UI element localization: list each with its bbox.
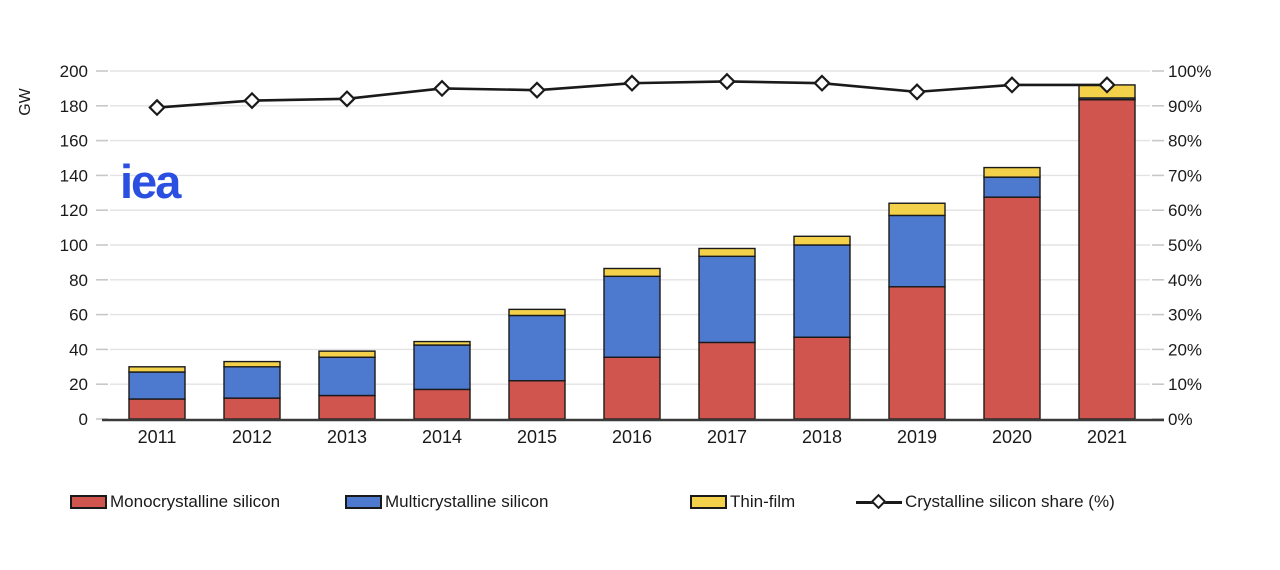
bar-segment — [318, 394, 376, 420]
bar-segment — [793, 336, 851, 420]
x-axis-year-label: 2017 — [707, 427, 747, 447]
x-axis-year-label: 2020 — [992, 427, 1032, 447]
left-axis-tick-label: 140 — [60, 166, 88, 185]
bar-segment — [698, 255, 756, 344]
x-axis-year-label: 2018 — [802, 427, 842, 447]
legend-item-thin-film: Thin-film — [690, 489, 795, 515]
x-axis-year-label: 2011 — [138, 427, 177, 447]
bar-segment — [413, 388, 471, 420]
left-axis-tick-label: 180 — [60, 97, 88, 116]
right-axis-tick-label: 0% — [1168, 410, 1193, 429]
left-axis-tick-label: 200 — [60, 62, 88, 81]
x-axis-year-label: 2012 — [232, 427, 272, 447]
legend-label: Crystalline silicon share (%) — [905, 492, 1115, 511]
bar-segment — [983, 176, 1041, 198]
right-axis-tick-label: 80% — [1168, 132, 1202, 151]
share-diamond-marker — [908, 83, 926, 101]
bar-segment — [888, 202, 946, 217]
multicrystalline-swatch-icon — [345, 495, 382, 509]
x-axis-year-label: 2021 — [1087, 427, 1127, 447]
legend-item-crystalline-share: Crystalline silicon share (%) — [856, 489, 1115, 515]
bar-segment — [888, 286, 946, 420]
left-axis-tick-label: 100 — [60, 236, 88, 255]
share-diamond-marker — [813, 74, 831, 92]
left-axis-tick-label: 40 — [69, 340, 88, 359]
bar-segment — [698, 247, 756, 258]
left-axis-tick-label: 20 — [69, 375, 88, 394]
left-axis-tick-label: 60 — [69, 306, 88, 325]
share-diamond-marker — [433, 79, 451, 98]
bar-segment — [318, 356, 376, 397]
bar-segment — [983, 166, 1041, 178]
right-axis-tick-label: 20% — [1168, 340, 1202, 359]
right-axis-tick-label: 60% — [1168, 201, 1202, 220]
right-axis-tick-label: 40% — [1168, 271, 1202, 290]
left-axis-tick-label: 0 — [79, 410, 88, 429]
share-diamond-marker — [718, 72, 736, 91]
bar-segment — [128, 366, 186, 373]
thin-film-swatch-icon — [690, 495, 727, 509]
line-diamond-marker-icon — [856, 493, 902, 510]
share-diamond-marker — [243, 91, 261, 110]
right-axis-tick-label: 90% — [1168, 97, 1202, 116]
x-axis-year-label: 2014 — [422, 427, 462, 447]
bar-segment — [1078, 99, 1136, 420]
bar-segment — [318, 350, 376, 358]
bar-segment — [508, 380, 566, 420]
right-axis-tick-label: 100% — [1168, 62, 1211, 81]
share-diamond-marker — [1098, 76, 1116, 94]
bar-segment — [603, 356, 661, 420]
x-axis-year-label: 2015 — [517, 427, 557, 447]
share-diamond-marker — [623, 74, 641, 92]
bar-segment — [508, 314, 566, 382]
share-diamond-marker — [1003, 76, 1021, 94]
share-diamond-marker — [528, 81, 546, 99]
bar-segment — [888, 214, 946, 288]
bar-segment — [223, 360, 281, 368]
x-axis-year-label: 2016 — [612, 427, 652, 447]
bar-segment — [413, 340, 471, 346]
iea-logo: iea — [120, 155, 181, 208]
bar-segment — [223, 397, 281, 420]
monocrystalline-swatch-icon — [70, 495, 107, 509]
legend-item-multicrystalline: Multicrystalline silicon — [345, 489, 548, 515]
right-axis-tick-label: 70% — [1168, 166, 1202, 185]
bar-segment — [983, 196, 1041, 420]
bar-segment — [508, 308, 566, 317]
chart-legend: Monocrystalline silicon Multicrystalline… — [0, 489, 1280, 519]
right-axis-tick-label: 50% — [1168, 236, 1202, 255]
legend-item-monocrystalline: Monocrystalline silicon — [70, 489, 280, 515]
bar-segment — [413, 344, 471, 391]
legend-label: Monocrystalline silicon — [110, 492, 281, 511]
right-axis-tick-label: 10% — [1168, 375, 1202, 394]
right-axis-tick-label: 30% — [1168, 306, 1202, 325]
left-axis-tick-label: 80 — [69, 271, 88, 290]
x-axis-year-label: 2019 — [897, 427, 937, 447]
bar-segment — [603, 267, 661, 278]
bar-segment — [603, 275, 661, 358]
left-axis-tick-label: 120 — [60, 201, 88, 220]
left-axis-tick-label: 160 — [60, 132, 88, 151]
x-axis-year-label: 2013 — [327, 427, 367, 447]
legend-label: Multicrystalline silicon — [385, 492, 549, 511]
bar-segment — [793, 244, 851, 338]
left-axis-unit-label: GW — [17, 87, 34, 115]
bar-segment — [223, 366, 281, 399]
share-diamond-marker — [338, 90, 356, 108]
share-diamond-marker — [148, 98, 166, 117]
legend-label: Thin-film — [730, 492, 796, 511]
bar-segment — [128, 398, 186, 420]
bar-segment — [698, 341, 756, 420]
bar-segment — [128, 371, 186, 400]
bar-segment — [793, 235, 851, 246]
